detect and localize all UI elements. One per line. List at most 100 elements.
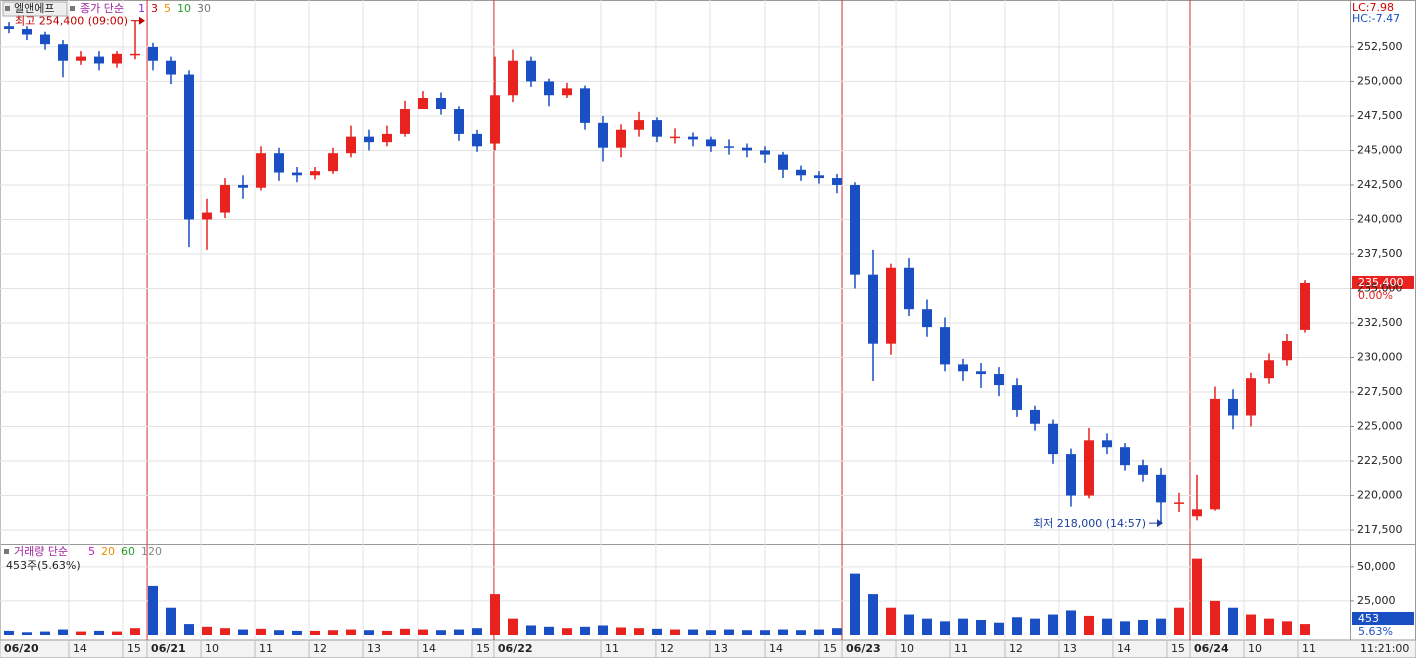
volume-bar xyxy=(940,621,950,635)
volume-bar xyxy=(112,631,122,635)
candle-body xyxy=(22,28,32,35)
volume-bar xyxy=(382,630,392,635)
volume-bar xyxy=(508,618,518,635)
candle-body xyxy=(1102,440,1112,448)
volume-bar xyxy=(724,629,734,635)
volume-bar xyxy=(1120,621,1130,635)
volume-bar xyxy=(184,624,194,635)
candle-body xyxy=(382,133,392,143)
candle-body xyxy=(1228,398,1238,416)
candle-body xyxy=(1246,378,1256,416)
x-tick-label: 15 xyxy=(476,642,490,655)
candle-body xyxy=(1300,282,1310,330)
candle-body xyxy=(994,374,1004,386)
symbol-icon xyxy=(5,6,10,11)
x-tick-label: 12 xyxy=(1009,642,1023,655)
x-tick-label: 10 xyxy=(1248,642,1262,655)
candle-body xyxy=(1048,423,1058,455)
volume-bar xyxy=(562,628,572,635)
y-tick-label: 245,000 xyxy=(1357,143,1403,156)
volume-bar xyxy=(1300,624,1310,635)
volume-bar xyxy=(814,629,824,635)
y-tick-label: 225,000 xyxy=(1357,420,1403,433)
legend-entry: 5 xyxy=(88,545,95,558)
candle-body xyxy=(310,171,320,176)
candle-body xyxy=(832,178,842,185)
volume-bar xyxy=(346,629,356,635)
candle-body xyxy=(742,147,752,151)
volume-bar xyxy=(274,630,284,635)
volume-bar xyxy=(1282,621,1292,635)
candle-body xyxy=(1264,360,1274,379)
x-tick-label: 06/21 xyxy=(151,642,186,655)
legend-entry: 5 xyxy=(164,2,171,15)
volume-bar xyxy=(472,628,482,635)
y-tick-label: 237,500 xyxy=(1357,247,1403,260)
x-tick-label: 06/24 xyxy=(1194,642,1229,655)
candle-body xyxy=(688,136,698,140)
volume-bar xyxy=(328,630,338,635)
volume-bar xyxy=(1228,607,1238,635)
volume-bar xyxy=(310,630,320,635)
volume-bar xyxy=(760,630,770,635)
candle-body xyxy=(220,184,230,213)
volume-bar xyxy=(58,629,68,635)
volume-bar xyxy=(22,632,32,635)
volume-bar xyxy=(40,631,50,635)
change-label: 0.00% xyxy=(1358,289,1393,302)
legend-entry: 1 xyxy=(138,2,145,15)
candle-body xyxy=(580,88,590,123)
candle-body xyxy=(184,74,194,220)
volume-bar xyxy=(1192,558,1202,635)
volume-bar xyxy=(202,626,212,635)
x-tick-label: 11 xyxy=(1302,642,1316,655)
volume-bar xyxy=(436,630,446,635)
legend-icon xyxy=(70,6,75,11)
y-tick-label: 242,500 xyxy=(1357,178,1403,191)
candle-body xyxy=(778,154,788,170)
candle-body xyxy=(922,309,932,328)
volume-bar xyxy=(652,628,662,635)
price-legend-label: 종가 단순 xyxy=(80,2,124,15)
volume-bar xyxy=(544,626,554,635)
annotation: 최저 218,000 (14:57) xyxy=(1033,517,1146,530)
x-tick-label: 10 xyxy=(205,642,219,655)
x-axis-strip xyxy=(0,639,1416,658)
candle-body xyxy=(490,95,500,144)
y-tick-label: 217,500 xyxy=(1357,523,1403,536)
hc-label: HC:-7.47 xyxy=(1352,12,1400,25)
volume-bar xyxy=(904,614,914,635)
y-tick-label: 235,000 xyxy=(1357,281,1403,294)
x-tick-label: 15 xyxy=(823,642,837,655)
volume-bar xyxy=(616,627,626,635)
volume-bar xyxy=(742,630,752,635)
volume-bar xyxy=(580,626,590,635)
candle-body xyxy=(814,175,824,179)
grid xyxy=(0,0,1354,658)
volume-bar xyxy=(886,607,896,635)
candle-body xyxy=(940,327,950,365)
candle-body xyxy=(148,46,158,61)
candle-body xyxy=(796,169,806,176)
y-tick-label: 25,000 xyxy=(1357,594,1396,607)
volume-bar xyxy=(832,628,842,635)
candle-body xyxy=(976,371,986,375)
candle-body xyxy=(58,44,68,61)
volume-bar xyxy=(364,630,374,635)
legend-entry: 60 xyxy=(121,545,135,558)
candle-body xyxy=(94,56,104,64)
volume-bar xyxy=(220,628,230,635)
y-tick-label: 247,500 xyxy=(1357,109,1403,122)
volume-bar xyxy=(1048,614,1058,635)
volume-bar xyxy=(1084,615,1094,635)
x-tick-label: 14 xyxy=(73,642,87,655)
candle-body xyxy=(958,364,968,372)
volume-bar xyxy=(1102,618,1112,635)
volume-bar xyxy=(130,628,140,635)
x-tick-label: 06/22 xyxy=(498,642,533,655)
candle-body xyxy=(238,184,248,188)
candle-body xyxy=(1030,409,1040,424)
candle-body xyxy=(1156,474,1166,503)
